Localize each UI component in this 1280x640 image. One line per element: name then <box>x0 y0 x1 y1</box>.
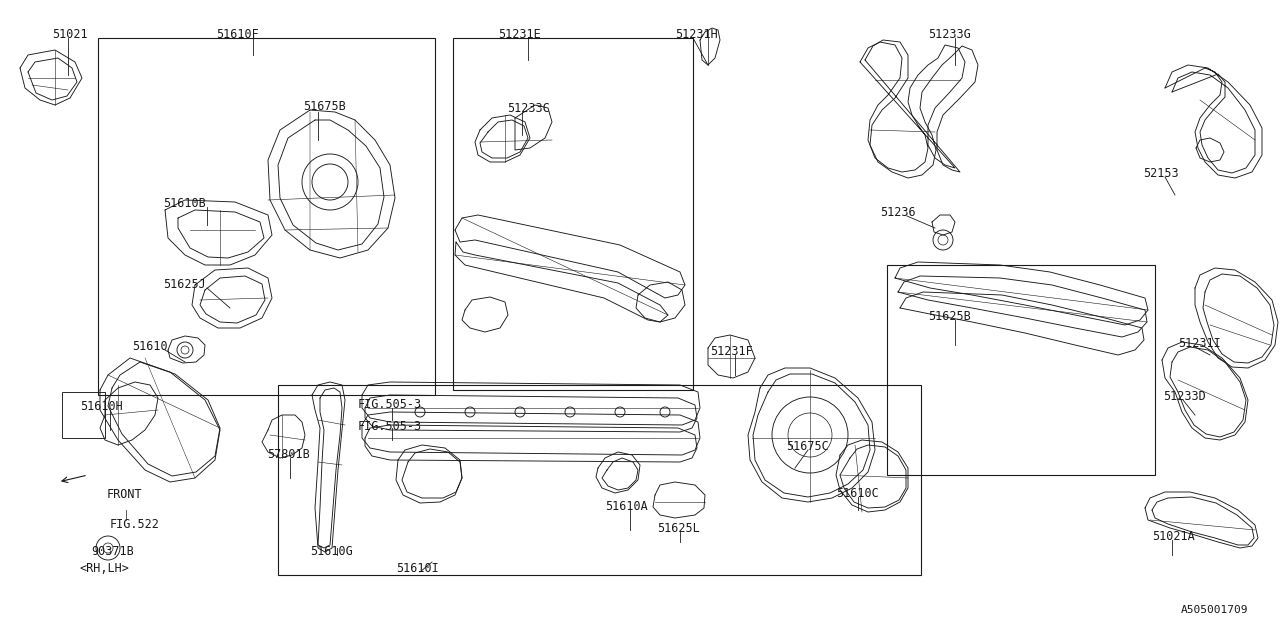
Bar <box>453 38 692 390</box>
Text: <RH,LH>: <RH,LH> <box>79 562 129 575</box>
Text: 51610H: 51610H <box>79 400 123 413</box>
Text: 51233C: 51233C <box>507 102 549 115</box>
Text: 51610I: 51610I <box>396 562 439 575</box>
Bar <box>99 38 435 395</box>
Text: 51021: 51021 <box>52 28 87 41</box>
Text: 51021A: 51021A <box>1152 530 1194 543</box>
Bar <box>278 385 922 575</box>
Text: FIG.522: FIG.522 <box>110 518 160 531</box>
Text: 51231E: 51231E <box>498 28 540 41</box>
Text: 90371B: 90371B <box>91 545 133 558</box>
Text: A505001709: A505001709 <box>1181 605 1248 615</box>
Text: 57801B: 57801B <box>268 448 310 461</box>
Text: 51236: 51236 <box>881 206 915 219</box>
Text: 51675B: 51675B <box>303 100 346 113</box>
Text: 51625L: 51625L <box>657 522 700 535</box>
Text: 51231I: 51231I <box>1178 337 1221 350</box>
Text: 51625J: 51625J <box>163 278 206 291</box>
Text: FIG.505-3: FIG.505-3 <box>358 398 422 411</box>
Text: 51610B: 51610B <box>163 197 206 210</box>
Text: 51675C: 51675C <box>786 440 828 453</box>
Text: 51233G: 51233G <box>928 28 970 41</box>
Bar <box>61 392 105 438</box>
Text: FRONT: FRONT <box>108 488 142 501</box>
Text: 52153: 52153 <box>1143 167 1179 180</box>
Text: 51610F: 51610F <box>216 28 259 41</box>
Text: FIG.505-3: FIG.505-3 <box>358 420 422 433</box>
Text: 51231F: 51231F <box>710 345 753 358</box>
Text: 51610C: 51610C <box>836 487 879 500</box>
Text: 51610A: 51610A <box>605 500 648 513</box>
Text: 51625B: 51625B <box>928 310 970 323</box>
Text: 51231H: 51231H <box>675 28 718 41</box>
Bar <box>887 265 1155 475</box>
Text: 51610: 51610 <box>132 340 168 353</box>
Text: 51610G: 51610G <box>310 545 353 558</box>
Text: 51233D: 51233D <box>1164 390 1206 403</box>
